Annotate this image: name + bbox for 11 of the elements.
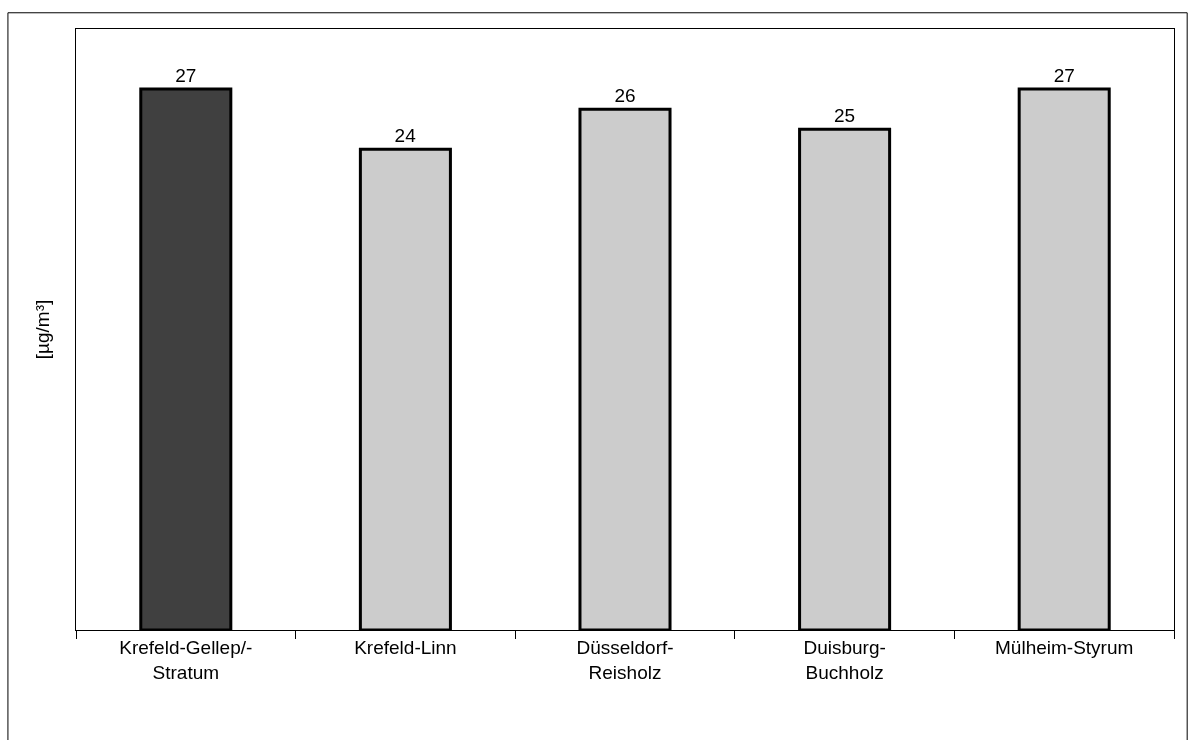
- x-tick-label: Duisburg- Buchholz: [803, 636, 886, 683]
- data-label: 24: [394, 125, 417, 147]
- y-axis-title: [µg/m³]: [31, 299, 53, 360]
- data-label: 26: [614, 85, 636, 107]
- x-tick-label: Krefeld-Gellep/- Stratum: [119, 636, 253, 683]
- x-tick-label: Düsseldorf- Reisholz: [576, 636, 674, 683]
- x-tick-label: Mülheim-Styrum: [995, 636, 1134, 658]
- data-label: 27: [1053, 65, 1075, 87]
- x-tick-label: Krefeld-Linn: [354, 636, 457, 658]
- data-label: 25: [834, 105, 856, 127]
- data-label: 27: [175, 65, 197, 87]
